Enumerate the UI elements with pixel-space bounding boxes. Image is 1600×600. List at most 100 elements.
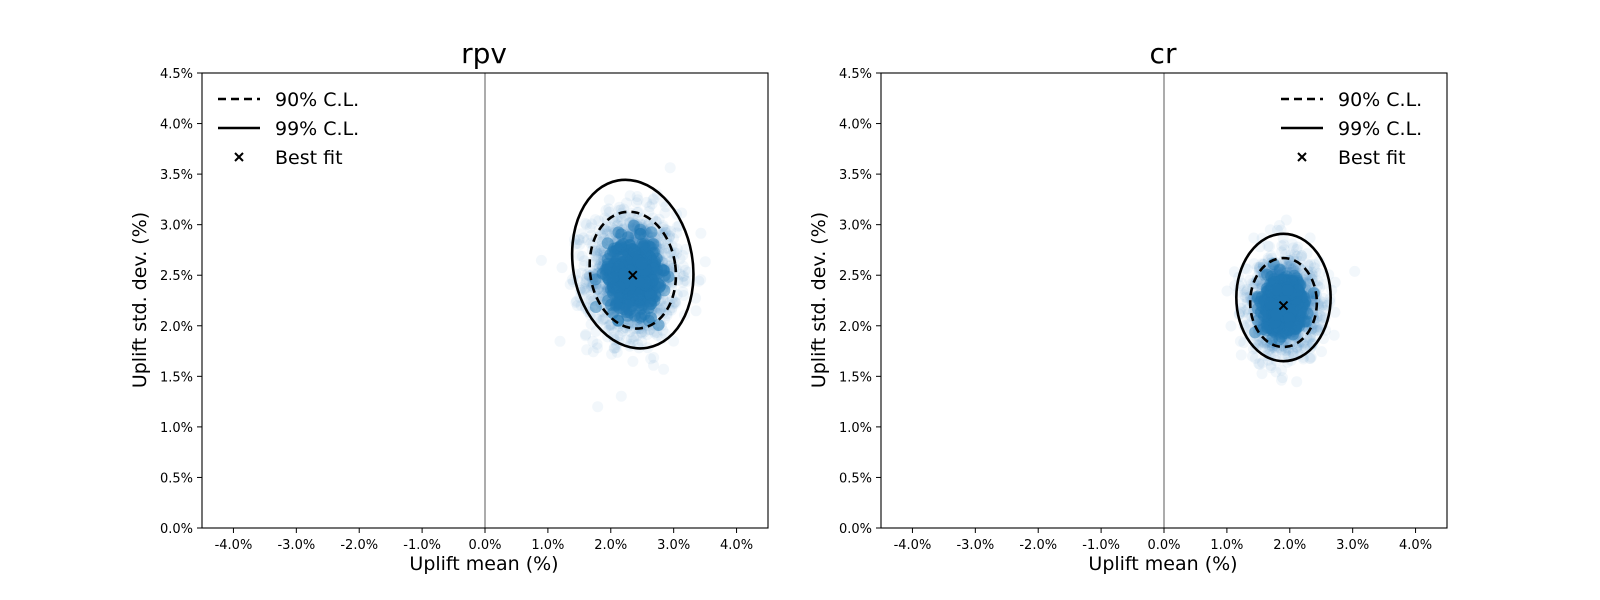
sample-point [1277, 295, 1290, 308]
sample-point [1265, 360, 1277, 371]
sample-point [1235, 349, 1247, 361]
sample-point [1317, 299, 1329, 311]
sample-point [1316, 300, 1328, 312]
sample-point [601, 237, 614, 250]
sample-point [592, 401, 604, 413]
sample-point [648, 193, 660, 204]
sample-point [1309, 262, 1320, 274]
sample-point [1221, 285, 1233, 297]
x-tick-label: -4.0% [215, 538, 253, 553]
sample-point [586, 218, 598, 230]
sample-point [1239, 291, 1251, 303]
sample-point [1306, 273, 1318, 285]
sample-point [614, 329, 626, 341]
sample-point [621, 334, 632, 346]
sample-point [659, 207, 671, 219]
y-axis-ticks: 0.0% 0.5% 1.0% 1.5% 2.0% 2.5% 3.0% 3.5% 4.0% 4.5% [160, 67, 202, 537]
y-tick-label: 4.0% [839, 118, 872, 133]
sample-point [648, 352, 660, 363]
sample-point [556, 262, 568, 274]
sample-point [1276, 364, 1288, 376]
sample-point [1257, 341, 1269, 353]
x-tick-label: -2.0% [1019, 538, 1057, 553]
sample-point [585, 257, 597, 268]
sample-point [1247, 343, 1259, 355]
sample-point [628, 245, 641, 258]
sample-point [1238, 289, 1250, 301]
sample-point [646, 198, 658, 210]
sample-point [643, 324, 655, 336]
sample-point [581, 344, 593, 356]
sample-point [644, 298, 657, 311]
sample-point [1292, 241, 1304, 253]
sample-point [1248, 232, 1260, 244]
sample-point [671, 221, 683, 233]
sample-point [1239, 284, 1251, 296]
sample-point [608, 342, 620, 354]
sample-point [1276, 374, 1287, 386]
y-tick-label: 0.0% [160, 522, 193, 537]
legend: 90% C.L. 99% C.L. Best fit [1281, 89, 1422, 169]
sample-point [589, 273, 602, 286]
sample-point [636, 336, 648, 348]
sample-point [580, 276, 592, 288]
sample-point [1307, 269, 1319, 281]
x-tick-label: 0.0% [1147, 538, 1180, 553]
sample-point [1328, 329, 1340, 341]
sample-point [668, 233, 679, 245]
sample-point [535, 254, 547, 266]
sample-point [610, 342, 622, 354]
legend-swatch-best-fit [234, 152, 244, 162]
legend-label: 90% C.L. [1338, 89, 1422, 111]
sample-point [576, 250, 588, 262]
sample-point [624, 190, 636, 202]
sample-point [607, 213, 619, 224]
sample-point [654, 303, 666, 315]
y-axis-ticks: 0.0% 0.5% 1.0% 1.5% 2.0% 2.5% 3.0% 3.5% 4.0% 4.5% [839, 67, 881, 537]
contour-99-cl [1235, 232, 1332, 363]
sample-point [647, 212, 659, 224]
sample-point [1282, 350, 1294, 362]
sample-point [590, 250, 602, 261]
sample-point [628, 335, 639, 347]
sample-point [611, 211, 623, 223]
sample-point [1247, 350, 1258, 362]
sample-point [666, 240, 678, 252]
sample-point [647, 194, 659, 206]
sample-point [1307, 338, 1319, 350]
sample-point [670, 297, 682, 309]
sample-point [1317, 302, 1329, 313]
sample-point [1284, 321, 1297, 334]
sample-point [595, 287, 607, 299]
plot-area [1163, 73, 1361, 528]
sample-point [1278, 244, 1290, 256]
sample-point [1268, 273, 1280, 286]
sample-point [635, 327, 647, 339]
sample-point [651, 329, 663, 341]
y-axis-label: Uplift std. dev. (%) [808, 212, 830, 388]
sample-point [621, 197, 632, 209]
chart-title: rpv [461, 37, 507, 70]
sample-point [659, 226, 671, 238]
sample-point [597, 314, 609, 325]
sample-point [644, 201, 656, 213]
sample-point [652, 318, 665, 331]
posterior-samples [535, 162, 711, 413]
sample-point [655, 304, 667, 316]
sample-point [1257, 258, 1269, 270]
sample-point [612, 314, 624, 327]
y-tick-label: 1.0% [839, 421, 872, 436]
sample-point [1281, 284, 1294, 296]
sample-point [664, 251, 676, 263]
sample-point [661, 309, 673, 321]
sample-point [681, 275, 693, 287]
sample-point [1306, 266, 1318, 278]
sample-point [1309, 259, 1321, 271]
sample-point [1301, 331, 1313, 343]
sample-point [606, 272, 619, 285]
sample-point [574, 239, 586, 250]
sample-point [591, 338, 603, 350]
sample-point [603, 206, 615, 218]
chart-title: cr [1150, 37, 1177, 70]
sample-point [1296, 336, 1308, 348]
